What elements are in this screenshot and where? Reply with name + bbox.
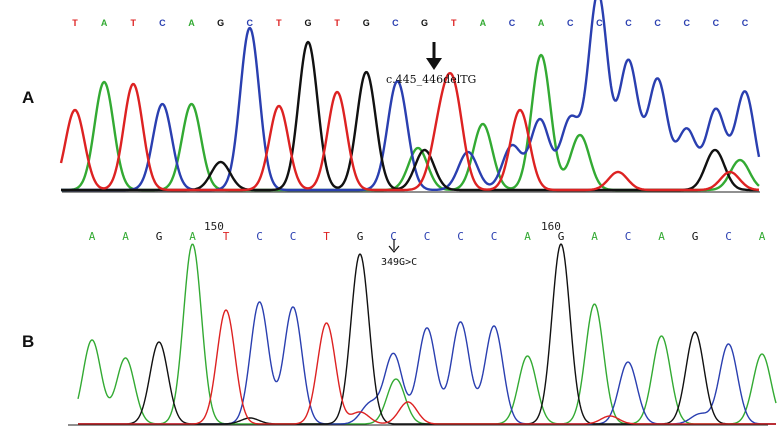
base-call: C [491,230,498,243]
panel-b-arrow-icon [388,239,400,253]
trace-g [60,40,760,192]
base-call: G [217,18,224,28]
base-call: A [189,230,196,243]
base-call: C [159,18,166,28]
panel-a-arrow-icon [426,42,442,70]
base-call: C [654,18,661,28]
panel-a-mutation-label: c.445_446delTG [386,73,476,86]
base-call: T [223,230,230,243]
base-call: C [625,230,632,243]
base-call: G [692,230,699,243]
base-call: A [538,18,545,28]
panel-b-traces [77,243,777,425]
base-call: C [390,230,397,243]
base-call: C [683,18,690,28]
base-call: C [424,230,431,243]
base-call: C [713,18,720,28]
base-call: T [131,18,137,28]
base-call: G [558,230,565,243]
base-call: A [480,18,487,28]
base-call: T [334,18,340,28]
position-label-160: 160 [541,220,561,233]
base-call: T [323,230,330,243]
base-call: A [101,18,108,28]
base-call: T [72,18,78,28]
base-call: C [256,230,263,243]
base-call: A [188,18,195,28]
base-call: C [567,18,574,28]
panel-a-label: A [22,88,35,107]
base-call: C [457,230,464,243]
trace-a [77,243,777,425]
base-call: A [524,230,531,243]
panel-b-label: B [22,332,35,351]
trace-c [60,0,761,192]
trace-t [59,71,760,192]
panel-a-traces [59,0,761,192]
position-label-150: 150 [204,220,224,233]
panel-a-chromatogram: T A T C A G C T G T G C G T A C A C C C C C C C c.445_446delTG [59,0,761,193]
base-call: C [625,18,632,28]
base-call: C [509,18,516,28]
base-call: G [305,18,312,28]
base-call: G [357,230,364,243]
base-call: C [742,18,749,28]
base-call: A [591,230,598,243]
base-call: A [89,230,96,243]
base-call: T [276,18,282,28]
base-call: C [290,230,297,243]
base-call: A [759,230,766,243]
base-call: A [658,230,665,243]
base-call: G [156,230,163,243]
base-call: C [247,18,254,28]
trace-g [78,243,776,425]
base-call: G [363,18,370,28]
base-call: G [421,18,428,28]
base-call: C [596,18,603,28]
base-call: C [392,18,399,28]
base-call: T [451,18,457,28]
panel-b-chromatogram: 150 160 A A G A T C C T G C C C C A G A C A G C A 349G>C [68,220,777,426]
base-call: A [122,230,129,243]
trace-t [78,309,776,425]
panel-b-mutation-label: 349G>C [381,257,417,268]
base-call: C [725,230,732,243]
